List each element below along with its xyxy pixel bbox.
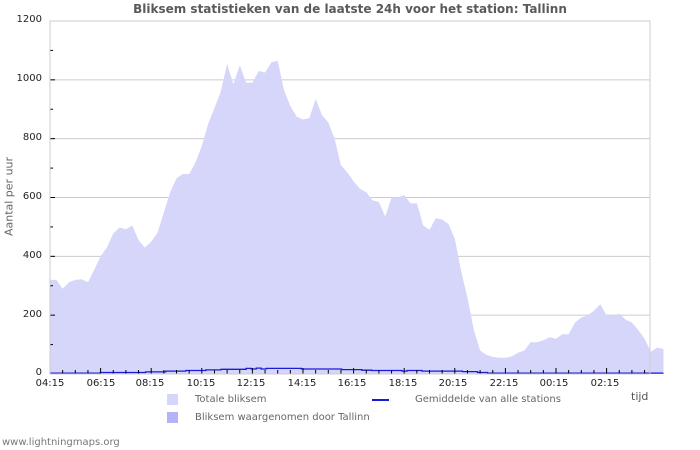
- plot-frame: [49, 20, 651, 375]
- legend-swatch-station: [167, 412, 178, 423]
- legend-item-average: Gemiddelde van alle stations: [372, 394, 561, 405]
- x-tick: 04:15: [35, 378, 65, 389]
- x-tick: 20:15: [438, 378, 468, 389]
- y-tick-600: 600: [22, 191, 42, 202]
- site-url: www.lightningmaps.org: [2, 437, 120, 448]
- y-tick-1200: 1200: [16, 14, 42, 25]
- y-tick-1000: 1000: [16, 73, 42, 84]
- legend-item-total: Totale bliksem: [167, 394, 266, 405]
- x-axis-label: tijd: [631, 390, 649, 403]
- y-tick-200: 200: [22, 309, 42, 320]
- y-tick-400: 400: [22, 250, 42, 261]
- x-tick: 12:15: [236, 378, 266, 389]
- x-tick: 02:15: [590, 378, 620, 389]
- legend-label-average: Gemiddelde van alle stations: [415, 394, 561, 405]
- x-tick: 18:15: [388, 378, 418, 389]
- legend-item-station: Bliksem waargenomen door Tallinn: [167, 412, 370, 423]
- chart-title: Bliksem statistieken van de laatste 24h …: [133, 2, 567, 16]
- legend-swatch-average: [372, 398, 389, 401]
- y-tick-0: 0: [35, 367, 42, 378]
- x-tick: 16:15: [337, 378, 367, 389]
- legend-label-station: Bliksem waargenomen door Tallinn: [195, 412, 370, 423]
- y-tick-800: 800: [22, 132, 42, 143]
- x-tick: 08:15: [135, 378, 165, 389]
- legend-swatch-total: [167, 394, 178, 405]
- x-tick: 06:15: [86, 378, 116, 389]
- x-tick: 00:15: [539, 378, 569, 389]
- x-tick: 14:15: [287, 378, 317, 389]
- total-lightning-area: [50, 60, 664, 374]
- legend-label-total: Totale bliksem: [195, 394, 267, 405]
- x-tick: 22:15: [489, 378, 519, 389]
- x-tick: 10:15: [186, 378, 216, 389]
- y-axis-label: Aantal per uur: [2, 156, 16, 237]
